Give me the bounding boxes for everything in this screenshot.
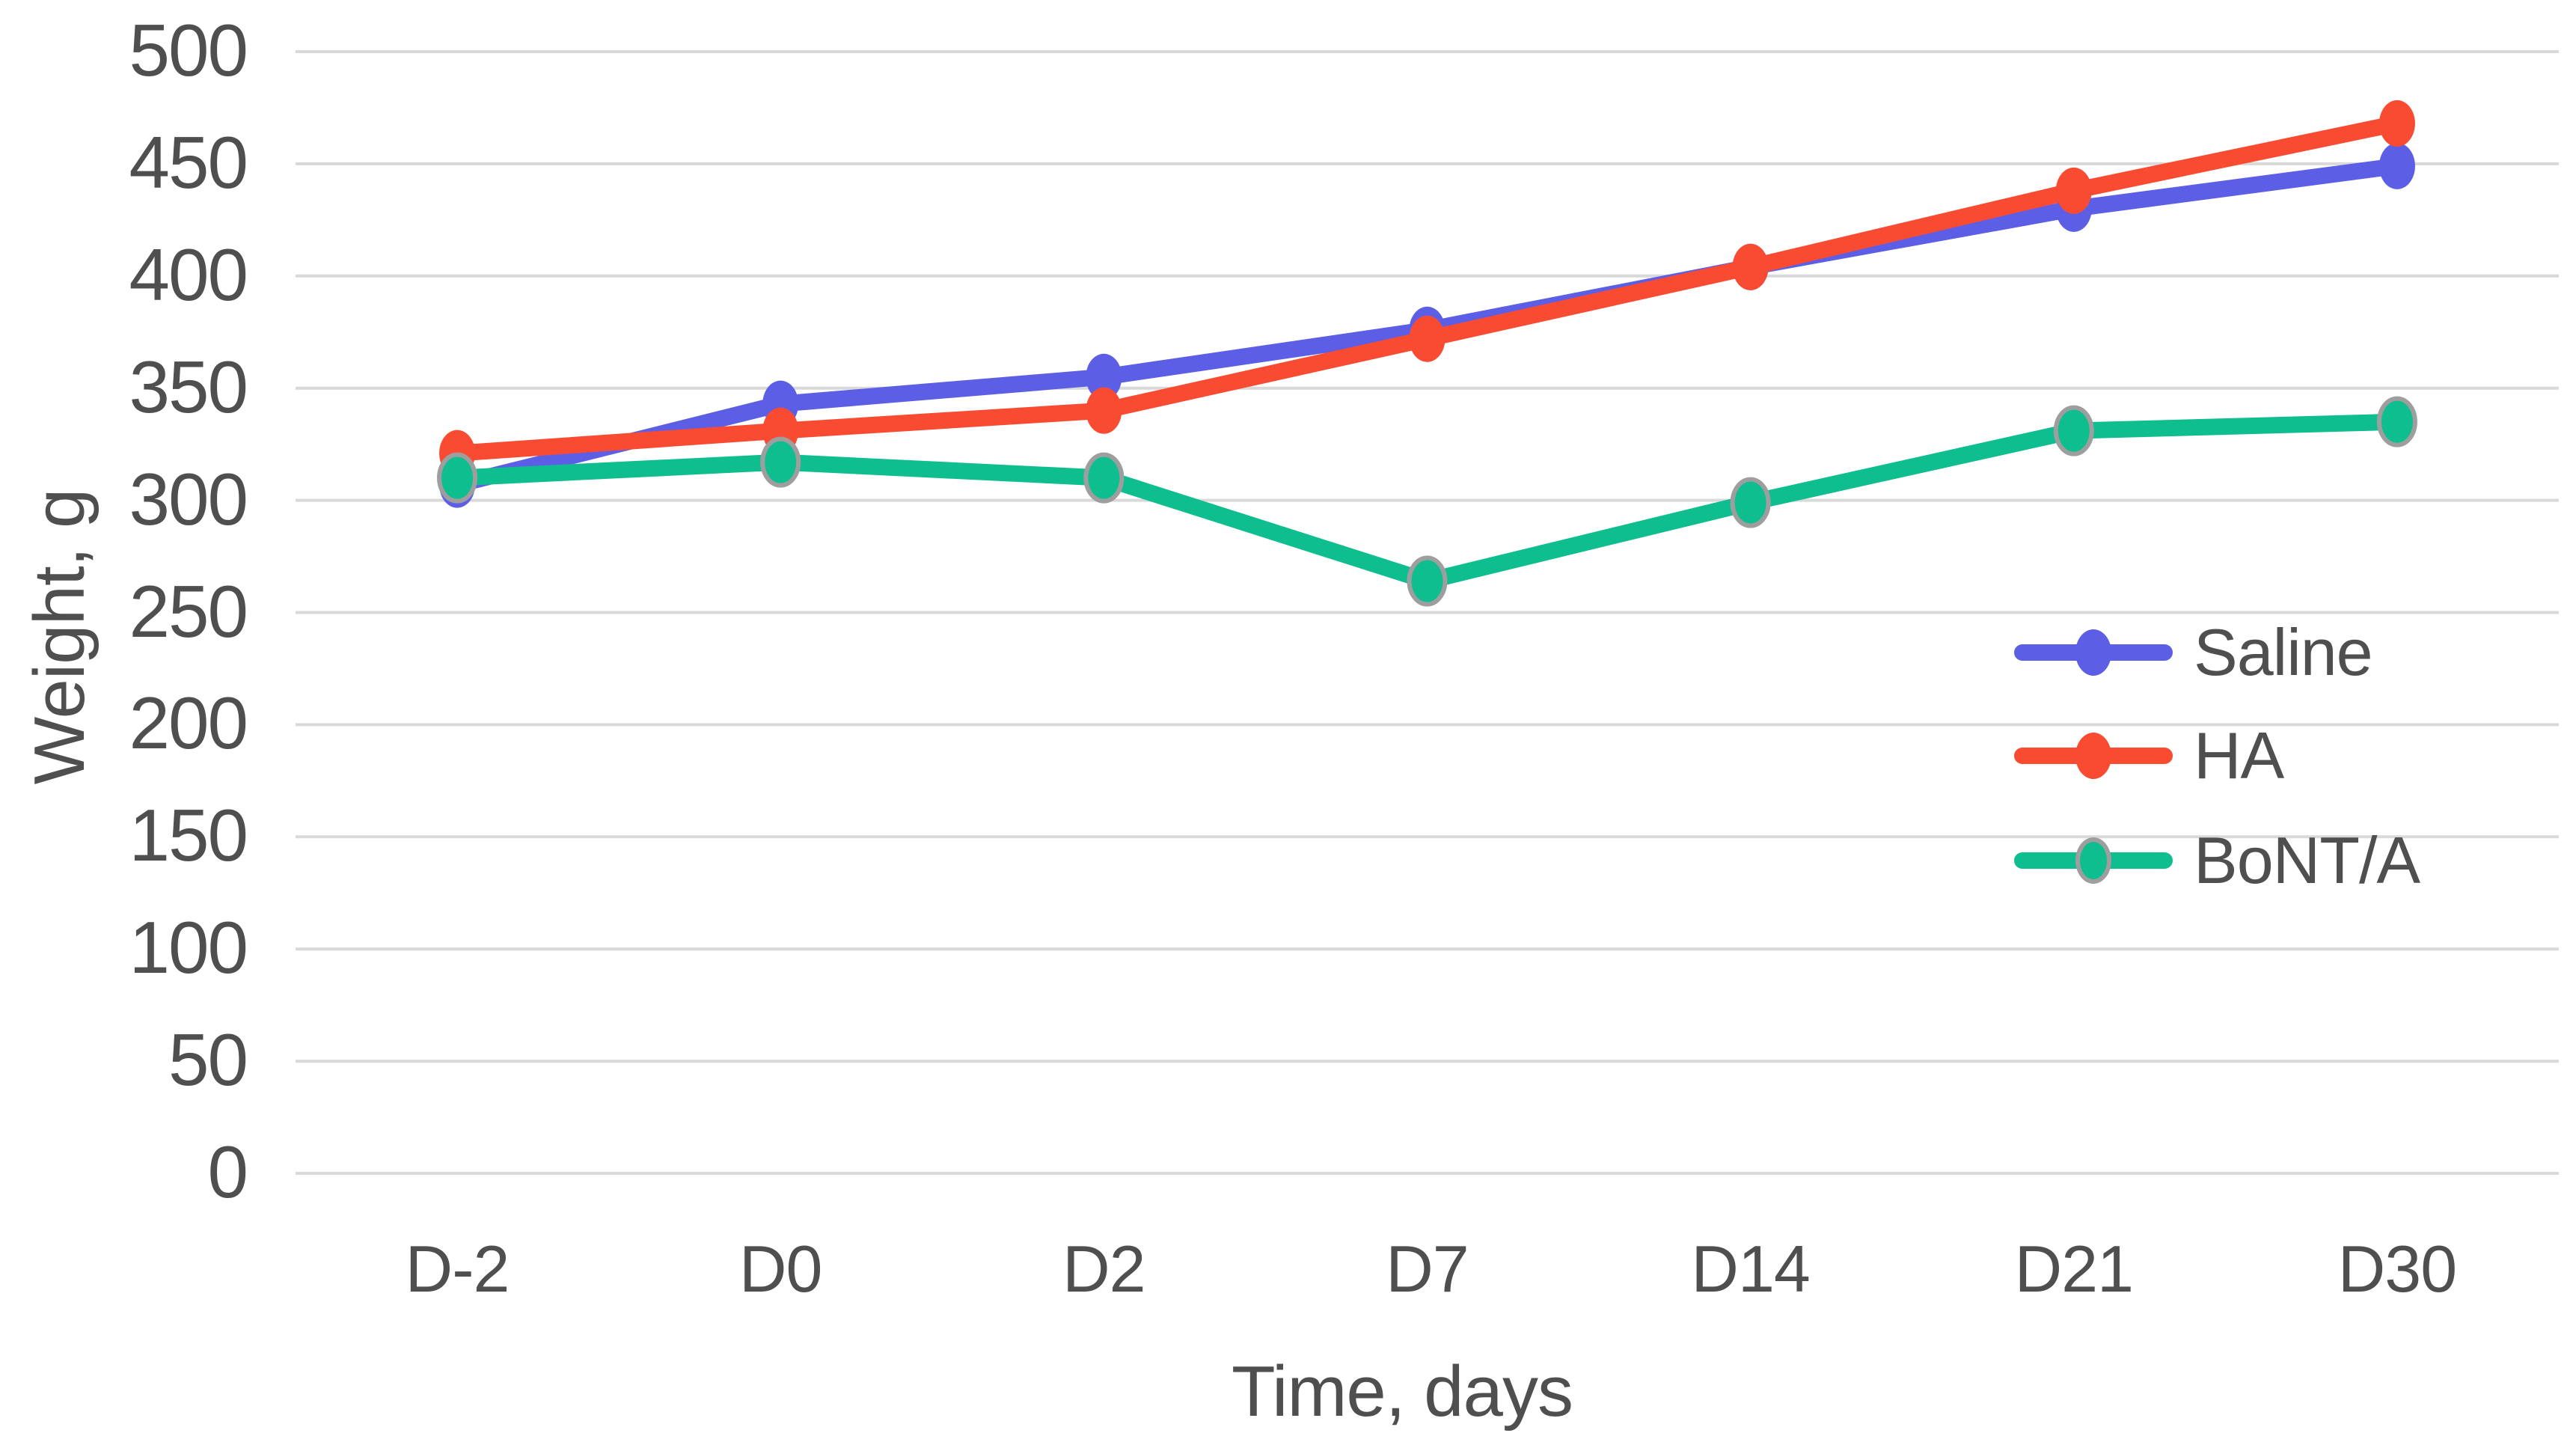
marker-Saline-D30	[2378, 142, 2415, 189]
legend-marker-icon	[2075, 629, 2111, 676]
marker-BoNT/A-D-2	[437, 452, 478, 504]
legend-marker-icon	[2075, 837, 2111, 884]
legend-line-swatch	[2014, 629, 2173, 676]
y-tick-label-500: 500	[129, 9, 248, 92]
marker-BoNT/A-D21	[2053, 405, 2094, 456]
x-tick-label-D14: D14	[1691, 1232, 1810, 1306]
y-tick-label-350: 350	[129, 345, 248, 428]
marker-HA-D7	[1409, 315, 1445, 362]
marker-BoNT/A-D2	[1083, 452, 1125, 504]
legend-item-ha: HA	[2014, 718, 2284, 792]
y-tick-label-0: 0	[207, 1131, 248, 1214]
marker-HA-D30	[2378, 100, 2415, 147]
marker-HA-D21	[2055, 167, 2092, 214]
x-tick-label-D0: D0	[738, 1232, 823, 1306]
legend-line-swatch	[2014, 837, 2173, 884]
legend-label: Saline	[2194, 615, 2373, 689]
y-tick-label-400: 400	[129, 233, 248, 316]
x-tick-label-D-2: D-2	[405, 1232, 510, 1306]
marker-BoNT/A-D0	[760, 436, 801, 488]
x-tick-label-D2: D2	[1062, 1232, 1146, 1306]
legend-label: HA	[2194, 718, 2284, 792]
y-tick-label-50: 50	[168, 1018, 248, 1102]
marker-HA-D14	[1732, 243, 1769, 290]
y-tick-label-450: 450	[129, 120, 248, 204]
y-tick-label-200: 200	[129, 682, 248, 765]
legend-label: BoNT/A	[2194, 823, 2420, 897]
marker-BoNT/A-D14	[1730, 477, 1771, 528]
y-tick-label-150: 150	[129, 794, 248, 877]
x-tick-label-D7: D7	[1386, 1232, 1469, 1306]
legend-line-swatch	[2014, 733, 2173, 779]
x-axis-title: Time, days	[1232, 1351, 1573, 1432]
y-tick-label-100: 100	[129, 906, 248, 989]
marker-BoNT/A-D30	[2376, 396, 2417, 447]
x-tick-label-D30: D30	[2337, 1232, 2457, 1306]
y-tick-label-300: 300	[129, 457, 248, 540]
x-tick-label-D21: D21	[2014, 1232, 2134, 1306]
legend-marker-icon	[2075, 733, 2111, 779]
marker-BoNT/A-D7	[1407, 555, 1448, 607]
legend-item-bonta: BoNT/A	[2014, 825, 2420, 896]
marker-HA-D2	[1086, 387, 1122, 434]
marker-Saline-D2	[1086, 353, 1122, 400]
legend-item-saline: Saline	[2014, 615, 2373, 689]
y-tick-label-250: 250	[129, 569, 248, 653]
